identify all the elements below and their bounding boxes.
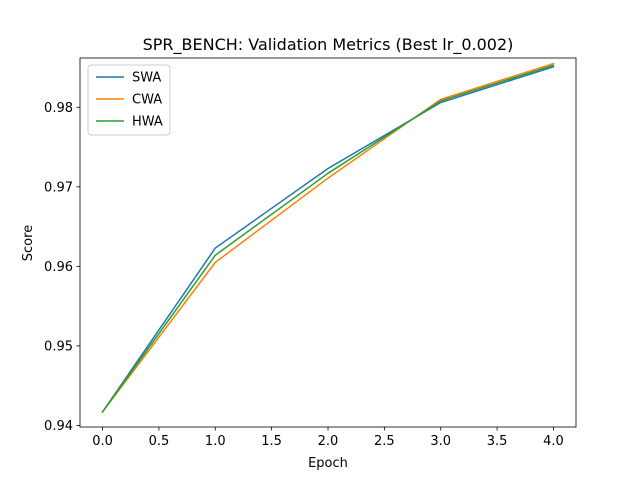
x-tick-label: 3.0 [430,434,451,449]
series-line-hwa [101,64,555,413]
y-tick-label: 0.95 [44,339,73,354]
y-tick-label: 0.98 [44,101,73,116]
y-axis-label: Score [21,225,36,261]
x-tick-label: 0.0 [92,434,113,449]
x-tick-label: 2.5 [374,434,395,449]
legend-label-cwa: CWA [132,93,162,108]
y-tick-label: 0.94 [44,419,73,434]
x-tick-label: 2.0 [318,434,339,449]
series-line-cwa [101,62,555,413]
chart-title: SPR_BENCH: Validation Metrics (Best lr_0… [143,35,514,55]
x-tick-label: 3.5 [487,434,508,449]
legend-box [87,64,171,136]
plot-area: 0.0 0.5 1.0 1.5 2.0 2.5 3.0 3.5 4.0 0.94 0.95 0.96 0… [44,57,577,449]
x-axis-label: Epoch [308,456,348,471]
legend-label-hwa: HWA [132,115,163,130]
x-tick-label: 1.5 [261,434,282,449]
y-tick-label: 0.97 [44,180,73,195]
legend-label-swa: SWA [132,71,161,86]
y-tick-label: 0.96 [44,260,73,275]
series-line-swa [101,65,555,413]
x-tick-label: 1.0 [205,434,226,449]
x-tick-label: 0.5 [149,434,170,449]
x-tick-label: 4.0 [543,434,564,449]
